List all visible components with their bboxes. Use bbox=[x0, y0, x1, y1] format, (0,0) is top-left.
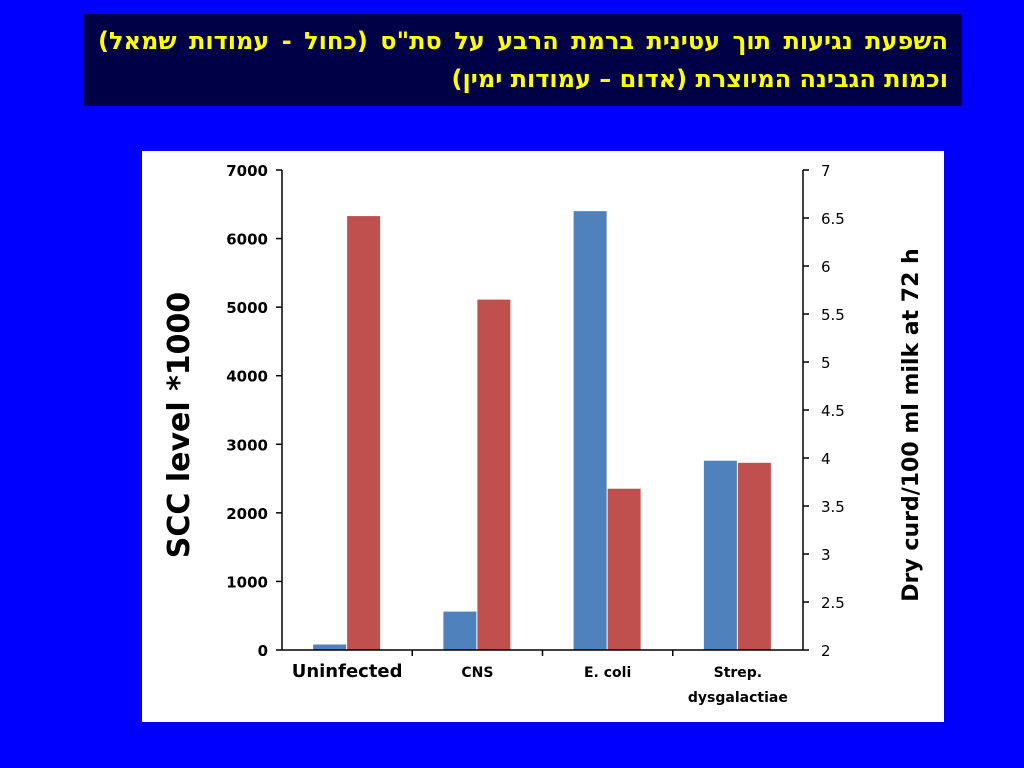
right-tick-label: 4 bbox=[821, 450, 831, 468]
left-tick-label: 2000 bbox=[226, 505, 268, 523]
curd-bar-1 bbox=[477, 299, 511, 650]
right-tick-label: 2 bbox=[821, 642, 831, 660]
scc-bar-1 bbox=[443, 611, 477, 650]
curd-bar-2 bbox=[607, 488, 641, 650]
slide-title: השפעת נגיעות תוך עטינית ברמת הרבע על סת"… bbox=[84, 14, 962, 106]
right-tick-label: 2.5 bbox=[821, 594, 845, 612]
left-tick-label: 7000 bbox=[226, 162, 268, 180]
right-tick-label: 4.5 bbox=[821, 402, 845, 420]
right-tick-label: 6.5 bbox=[821, 210, 845, 228]
left-tick-label: 1000 bbox=[226, 573, 268, 591]
curd-bar-3 bbox=[737, 462, 771, 650]
scc-bar-0 bbox=[313, 644, 347, 650]
right-tick-label: 5 bbox=[821, 354, 831, 372]
right-tick-label: 6 bbox=[821, 258, 831, 276]
left-tick-label: 6000 bbox=[226, 231, 268, 249]
category-label-2: E. coli bbox=[584, 665, 631, 681]
left-axis-ticks: 0 1000 2000 3000 4000 5000 6000 7000 bbox=[226, 162, 282, 660]
right-tick-label: 5.5 bbox=[821, 306, 845, 324]
right-tick-label: 7 bbox=[821, 162, 831, 180]
bar-chart: 0 1000 2000 3000 4000 5000 6000 7000 2 2.5 3 3.5 4 4… bbox=[162, 162, 924, 706]
right-axis-ticks: 2 2.5 3 3.5 4 4.5 5 5.5 6 6.5 7 bbox=[803, 162, 845, 660]
category-label-3: Strep. bbox=[714, 665, 763, 681]
left-tick-label: 0 bbox=[258, 642, 268, 660]
y2-axis-title: Dry curd/100 ml milk at 72 h bbox=[899, 248, 924, 601]
left-tick-label: 4000 bbox=[226, 368, 268, 386]
scc-bar-3 bbox=[703, 460, 737, 650]
chart-panel: 0 1000 2000 3000 4000 5000 6000 7000 2 2.5 3 3.5 4 4… bbox=[142, 151, 944, 722]
right-tick-label: 3.5 bbox=[821, 498, 845, 516]
scc-bar-2 bbox=[573, 211, 607, 650]
category-label-0: Uninfected bbox=[292, 661, 403, 682]
bars bbox=[313, 211, 771, 656]
curd-bar-0 bbox=[347, 216, 381, 650]
left-tick-label: 3000 bbox=[226, 436, 268, 454]
category-label-3: dysgalactiae bbox=[688, 690, 788, 706]
left-tick-label: 5000 bbox=[226, 299, 268, 317]
right-tick-label: 3 bbox=[821, 546, 831, 564]
category-labels: Uninfected CNS E. coli Strep. dysgalactiae bbox=[292, 661, 788, 706]
y-axis-title: SCC level *1000 bbox=[162, 292, 197, 559]
category-label-1: CNS bbox=[461, 665, 493, 681]
